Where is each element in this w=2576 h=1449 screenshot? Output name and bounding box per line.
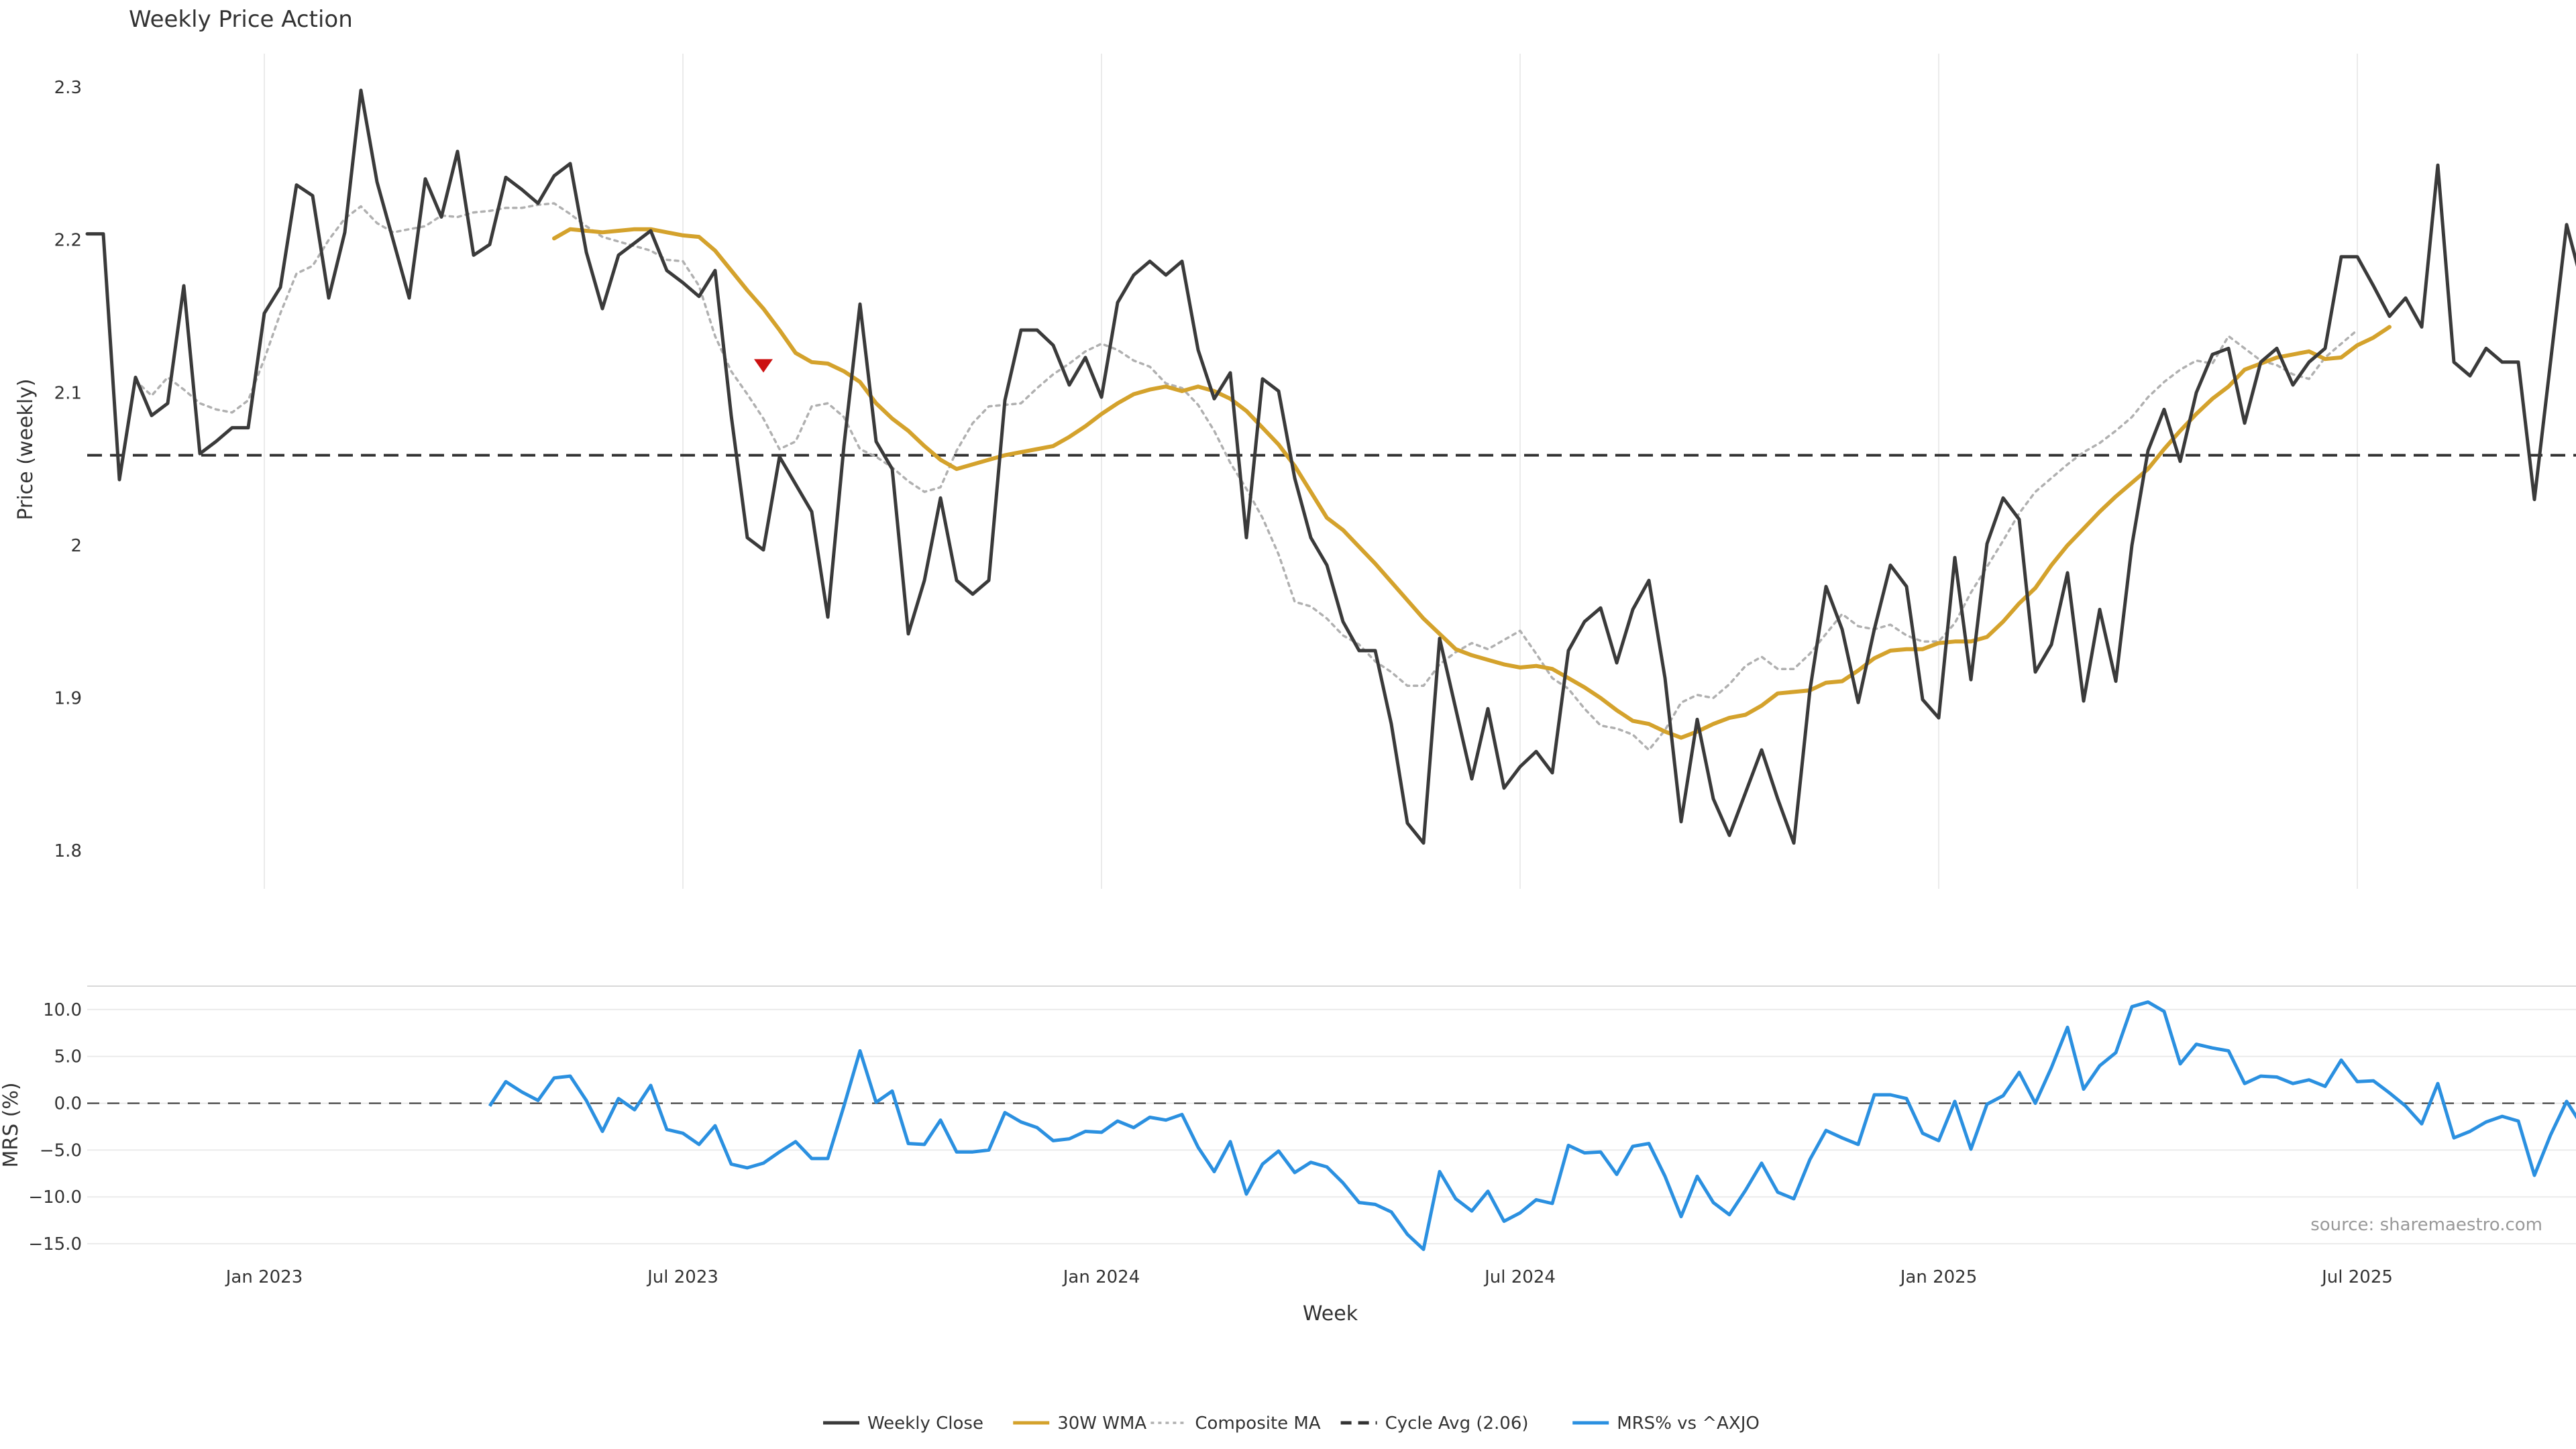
mrs-y-tick-label: −5.0 [40, 1140, 82, 1161]
price-y-tick-label: 2.3 [54, 78, 82, 98]
legend-label: Cycle Avg (2.06) [1385, 1413, 1529, 1434]
legend-label: 30W WMA [1057, 1413, 1146, 1434]
chart-title: Weekly Price Action [129, 6, 353, 33]
price-y-tick-label: 2.2 [54, 231, 82, 251]
x-tick-label: Jul 2023 [646, 1267, 718, 1287]
mrs-y-tick-label: −15.0 [28, 1234, 82, 1254]
weekly-close-line [85, 89, 2576, 845]
mrs-y-tick-label: −10.0 [28, 1187, 82, 1208]
sell-signal-marker [754, 359, 773, 373]
price-y-tick-label: 2 [70, 536, 82, 556]
price-y-tick-label: 1.8 [54, 841, 82, 861]
mrs-y-tick-label: 10.0 [43, 1000, 82, 1020]
legend-label: Composite MA [1195, 1413, 1320, 1434]
x-axis-label: Week [1303, 1302, 1358, 1326]
mrs-line [488, 1000, 2576, 1251]
x-tick-label: Jan 2025 [1899, 1267, 1978, 1287]
price-y-axis-label: Price (weekly) [14, 378, 38, 520]
mrs-y-axis-label: MRS (%) [0, 1082, 23, 1167]
mrs-y-tick-label: 0.0 [54, 1094, 82, 1114]
price-y-tick-label: 2.1 [54, 383, 82, 403]
mrs-y-tick-label: 5.0 [54, 1047, 82, 1067]
x-tick-label: Jan 2024 [1062, 1267, 1140, 1287]
wma-30w-line [552, 227, 2392, 740]
legend-label: Weekly Close [867, 1413, 983, 1434]
composite-ma-line [134, 202, 2359, 751]
source-annotation: source: sharemaestro.com [2310, 1215, 2542, 1235]
legend-label: MRS% vs ^AXJO [1617, 1413, 1760, 1434]
x-tick-label: Jan 2023 [225, 1267, 303, 1287]
x-tick-label: Jul 2024 [1483, 1267, 1556, 1287]
price-y-tick-label: 1.9 [54, 688, 82, 708]
x-tick-label: Jul 2025 [2320, 1267, 2393, 1287]
